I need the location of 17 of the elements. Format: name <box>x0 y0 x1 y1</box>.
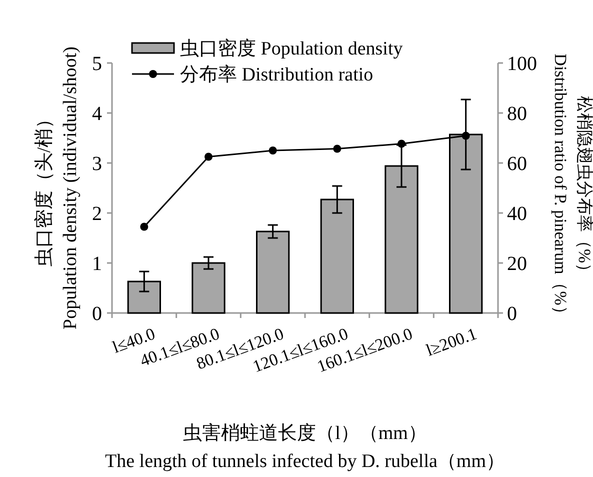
y-tick-label: 4 <box>92 103 102 125</box>
y-axis-title: 虫口密度（头/梢） Population density (individual/shoot) <box>33 46 81 330</box>
y-tick-label: 1 <box>92 253 102 275</box>
legend-label: 虫口密度 Population density <box>180 38 404 60</box>
y2-tick-label: 60 <box>507 153 527 175</box>
y-tick-label: 2 <box>92 203 102 225</box>
y2-tick-label: 40 <box>507 203 527 225</box>
x-axis-title: 虫害梢蛀道长度（l）（mm） The length of tunnels infected by D. rubella（mm） <box>105 422 505 472</box>
y-tick-label: 0 <box>92 303 102 325</box>
y2-tick-label: 100 <box>507 53 537 75</box>
x-tick-label: l≥200.1 <box>424 324 480 360</box>
y2-tick-label: 80 <box>507 103 527 125</box>
y-tick-label: 3 <box>92 153 102 175</box>
legend-label: 分布率 Distribution ratio <box>180 64 374 86</box>
y2-tick-label: 0 <box>507 303 517 325</box>
y-tick-label: 5 <box>92 53 102 75</box>
y2-tick-label: 20 <box>507 253 527 275</box>
